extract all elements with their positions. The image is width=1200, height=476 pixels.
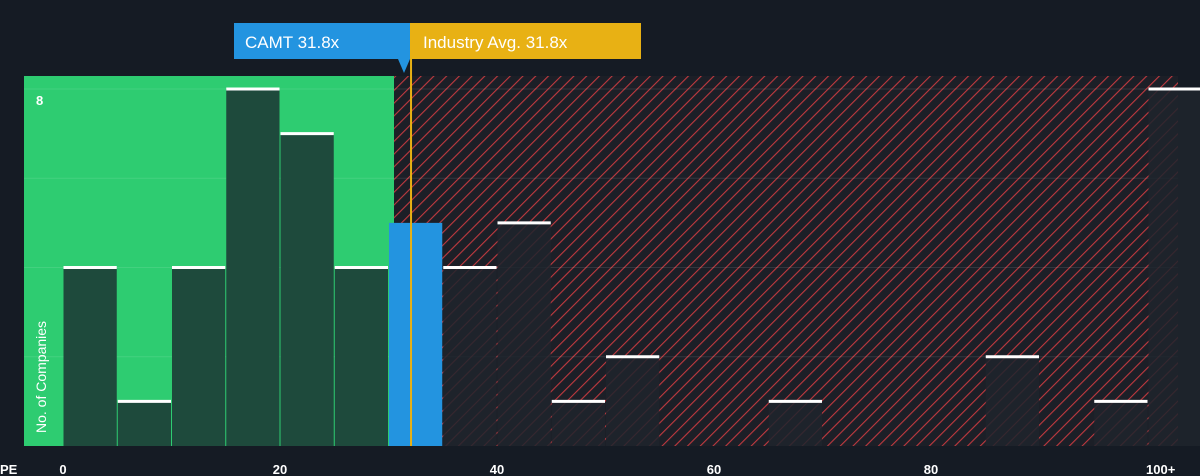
- bar-top-marker: [768, 399, 822, 403]
- bars: [63, 87, 1200, 446]
- bar-top-marker: [1094, 399, 1148, 403]
- bar-top-marker: [226, 87, 280, 91]
- histogram-bar: [985, 356, 1039, 446]
- x-tick-label: 60: [707, 462, 721, 476]
- company-callout: [234, 23, 410, 59]
- x-tick-label: 40: [490, 462, 504, 476]
- histogram-bar: [606, 356, 660, 446]
- industry-average-callout: [410, 23, 641, 59]
- company-callout-label: CAMT 31.8x: [245, 33, 340, 52]
- x-tick-label: 20: [273, 462, 287, 476]
- y-tick-label-8: 8: [36, 93, 43, 108]
- histogram-bar: [334, 267, 388, 446]
- bar-top-marker: [334, 266, 388, 269]
- bar-top-marker: [497, 221, 551, 225]
- x-tick-label: 100+: [1146, 462, 1176, 476]
- histogram-bar: [497, 222, 551, 446]
- histogram-bar: [226, 89, 280, 446]
- x-axis-ticks: 0 20 40 60 80 100+: [59, 462, 1175, 476]
- bar-top-marker: [117, 399, 171, 403]
- histogram-bar: [117, 401, 171, 446]
- company-callout-pointer: [398, 59, 410, 73]
- histogram-bar: [172, 267, 226, 446]
- histogram-bar: [280, 133, 334, 446]
- bar-top-marker: [280, 132, 334, 136]
- histogram-bar: [1094, 401, 1148, 446]
- y-axis-label: No. of Companies: [33, 321, 49, 433]
- histogram-bar: [551, 401, 605, 446]
- bar-top-marker: [551, 399, 605, 403]
- histogram-bar: [1148, 89, 1200, 446]
- histogram-bar: [768, 401, 822, 446]
- bar-top-marker: [606, 355, 660, 359]
- x-tick-label: 80: [924, 462, 938, 476]
- x-axis-label: PE: [0, 462, 18, 476]
- industry-average-callout-label: Industry Avg. 31.8x: [423, 33, 568, 52]
- bar-top-marker: [172, 266, 226, 269]
- histogram-bar: [63, 267, 117, 446]
- bar-top-marker: [1148, 87, 1200, 91]
- bar-top-marker: [63, 266, 117, 269]
- histogram-bar: [443, 267, 497, 446]
- company-bar: [389, 222, 443, 446]
- bar-top-marker: [443, 266, 497, 269]
- x-tick-label: 0: [59, 462, 66, 476]
- bar-top-marker: [985, 355, 1039, 359]
